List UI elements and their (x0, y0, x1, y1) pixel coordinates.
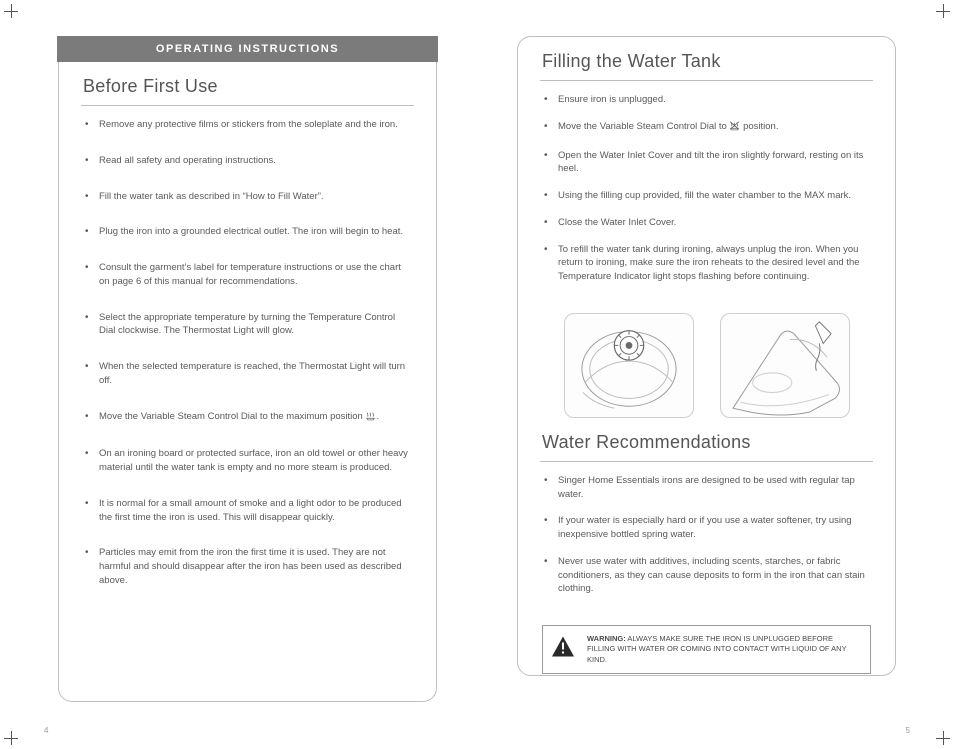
figure-row (518, 303, 895, 426)
warning-triangle-icon (551, 636, 575, 663)
section-heading-filling-water-tank: Filling the Water Tank (518, 37, 895, 80)
list-item: Move the Variable Steam Control Dial to … (99, 410, 410, 426)
list-item: Ensure iron is unplugged. (558, 93, 869, 107)
page-number-right: 5 (906, 726, 910, 735)
warning-box: WARNING: ALWAYS MAKE SURE THE IRON IS UN… (542, 625, 871, 673)
list-item: To refill the water tank during ironing,… (558, 243, 869, 284)
right-page: Filling the Water Tank Ensure iron is un… (477, 0, 954, 749)
list-item: Plug the iron into a grounded electrical… (99, 225, 410, 239)
list-item: On an ironing board or protected surface… (99, 447, 410, 475)
list-item: It is normal for a small amount of smoke… (99, 497, 410, 525)
list-item: Remove any protective films or stickers … (99, 118, 410, 132)
right-panel: Filling the Water Tank Ensure iron is un… (517, 36, 896, 676)
steam-max-icon (365, 410, 376, 426)
list-item: If your water is especially hard or if y… (558, 514, 869, 542)
list-item: Close the Water Inlet Cover. (558, 216, 869, 230)
divider (540, 80, 873, 81)
list-item: Move the Variable Steam Control Dial to … (558, 120, 869, 136)
divider (81, 105, 414, 106)
no-steam-icon (729, 120, 740, 136)
list-item: Fill the water tank as described in “How… (99, 190, 410, 204)
filling-water-tank-list: Ensure iron is unplugged. Move the Variab… (518, 87, 895, 303)
section-heading-before-first-use: Before First Use (59, 62, 436, 105)
before-first-use-list: Remove any protective films or stickers … (59, 112, 436, 616)
left-page: OPERATING INSTRUCTIONS Before First Use … (0, 0, 477, 749)
left-panel: Before First Use Remove any protective f… (58, 62, 437, 702)
section-heading-water-recommendations: Water Recommendations (518, 426, 895, 461)
page-number-left: 4 (44, 726, 48, 735)
list-item: Singer Home Essentials irons are designe… (558, 474, 869, 502)
list-item: Using the filling cup provided, fill the… (558, 189, 869, 203)
iron-top-view-dial-figure (564, 313, 694, 418)
list-item: Select the appropriate temperature by tu… (99, 311, 410, 339)
warning-text: WARNING: ALWAYS MAKE SURE THE IRON IS UN… (587, 634, 860, 664)
list-item: Consult the garment’s label for temperat… (99, 261, 410, 289)
list-item: Open the Water Inlet Cover and tilt the … (558, 149, 869, 177)
iron-filling-water-figure (720, 313, 850, 418)
warning-body: ALWAYS MAKE SURE THE IRON IS UNPLUGGED B… (587, 634, 846, 663)
warning-label: WARNING: (587, 634, 626, 643)
document-spread: OPERATING INSTRUCTIONS Before First Use … (0, 0, 954, 749)
list-item: Never use water with additives, includin… (558, 555, 869, 596)
section-banner: OPERATING INSTRUCTIONS (57, 36, 438, 62)
list-item: Particles may emit from the iron the fir… (99, 546, 410, 587)
list-item: When the selected temperature is reached… (99, 360, 410, 388)
list-item: Read all safety and operating instructio… (99, 154, 410, 168)
divider (540, 461, 873, 462)
water-recommendations-list: Singer Home Essentials irons are designe… (518, 468, 895, 615)
